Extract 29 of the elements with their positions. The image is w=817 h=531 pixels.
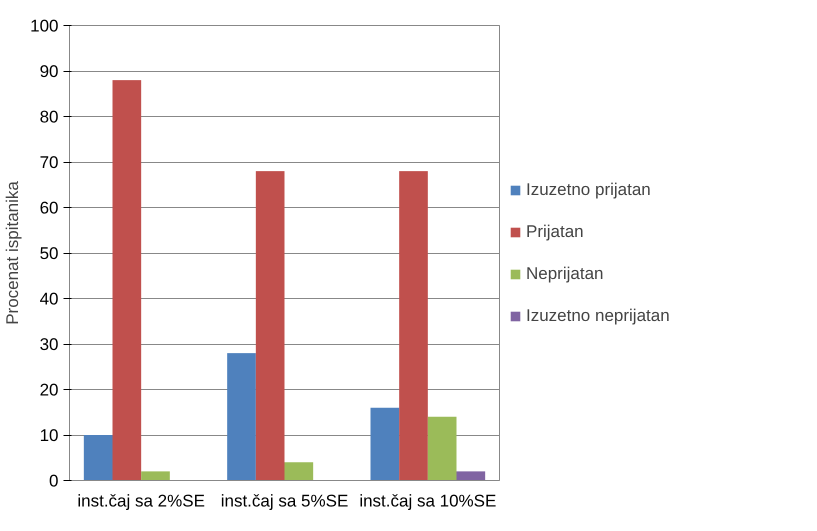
bar [112,80,142,480]
y-axis-title: Procenat ispitanika [3,180,22,325]
x-tick-label: inst.čaj sa 10%SE [359,492,496,510]
y-tick-label: 50 [40,244,59,263]
bar [284,462,314,480]
y-tick-label: 40 [40,290,59,308]
bar [456,471,486,480]
bar [141,471,170,480]
y-tick-label: 10 [40,426,59,445]
bar [370,408,400,480]
y-tick-label: 90 [40,62,59,81]
y-tick-label: 60 [40,198,59,218]
legend-label: Prijatan [526,222,584,242]
y-tick-label: 70 [40,153,59,172]
legend-label: Neprijatan [526,264,604,284]
x-tick-label: inst.čaj sa 5%SE [220,492,348,510]
bar [428,416,456,480]
legend-label: Izuzetno prijatan [526,180,651,200]
bar [256,171,284,480]
x-tick-label: inst.čaj sa 2%SE [77,492,205,510]
y-tick-label: 0 [49,472,59,490]
y-tick-label: 20 [40,380,59,400]
y-tick-label: 100 [30,16,59,36]
legend-label: Izuzetno neprijatan [526,306,670,326]
bar [84,435,112,480]
bar [399,171,428,480]
bar [227,353,256,480]
y-tick-label: 30 [40,335,59,354]
y-tick-label: 80 [40,108,59,126]
